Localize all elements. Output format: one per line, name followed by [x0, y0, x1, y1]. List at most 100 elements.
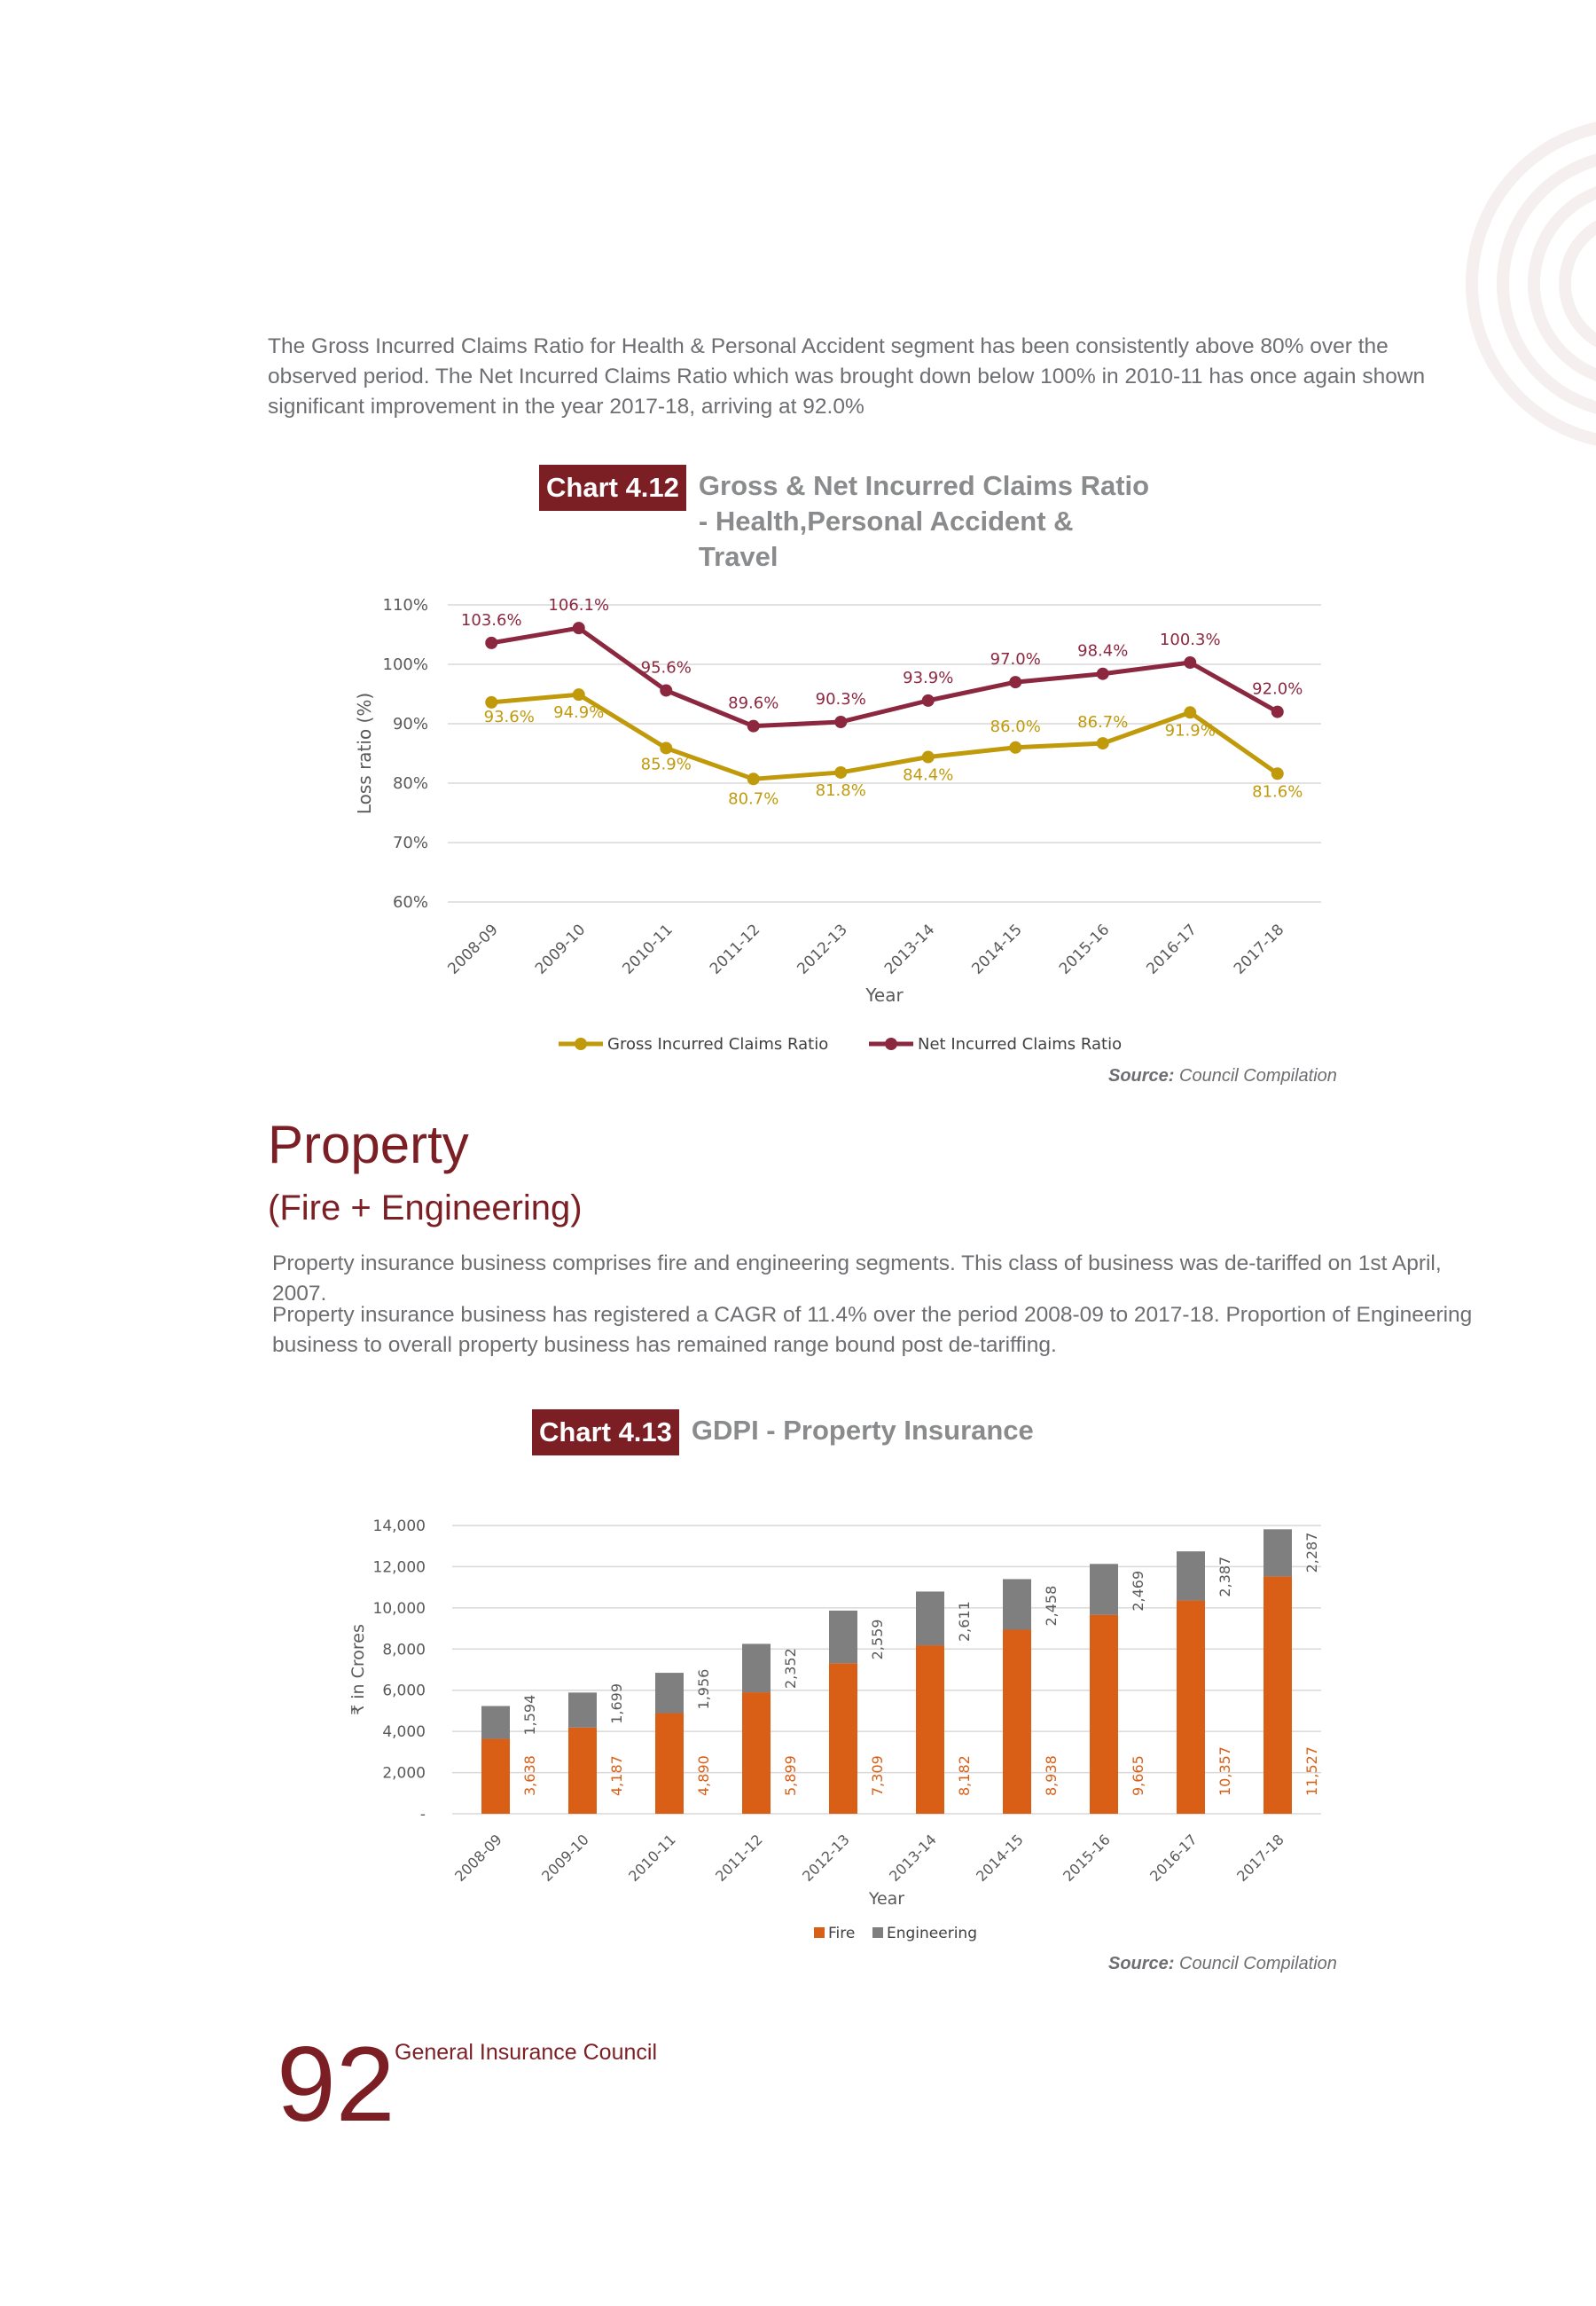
data-label-engineering: 2,559: [869, 1620, 886, 1660]
bar-engineering: [481, 1706, 510, 1739]
data-label: 92.0%: [1252, 680, 1303, 699]
data-label: 94.9%: [553, 703, 604, 722]
y-tick-label: 100%: [383, 655, 428, 674]
bar-engineering: [1003, 1579, 1031, 1630]
data-point: [921, 750, 935, 764]
x-tick-label: 2010-11: [625, 1831, 679, 1885]
chart-tag: Chart 4.12: [539, 465, 686, 511]
data-point: [1096, 667, 1109, 680]
bar-fire: [1264, 1576, 1292, 1814]
data-point: [572, 688, 585, 702]
bar-fire: [829, 1663, 857, 1814]
x-axis-label: Year: [864, 984, 904, 1006]
data-label: 90.3%: [816, 690, 866, 709]
bar-fire: [1003, 1629, 1031, 1814]
legend-label: Net Incurred Claims Ratio: [918, 1035, 1122, 1054]
source-text: Council Compilation: [1179, 1954, 1337, 1973]
data-point: [1271, 767, 1284, 780]
bar-engineering: [829, 1610, 857, 1664]
data-label: 98.4%: [1077, 642, 1128, 661]
chart-4-13-header: Chart 4.13 GDPI - Property Insurance: [532, 1409, 1034, 1455]
data-label-engineering: 1,699: [608, 1683, 625, 1724]
legend-label: Fire: [828, 1925, 855, 1942]
data-point: [485, 636, 498, 649]
property-paragraph-1: Property insurance business comprises fi…: [272, 1251, 1442, 1306]
data-label: 93.6%: [484, 708, 535, 726]
y-tick-label: 110%: [383, 596, 428, 615]
x-tick-label: 2009-10: [538, 1831, 592, 1885]
data-label-fire: 4,890: [695, 1755, 712, 1796]
y-tick-label: 90%: [393, 715, 428, 733]
source-note: Source: Council Compilation: [1108, 1954, 1337, 1974]
x-tick-label: 2010-11: [619, 921, 676, 977]
x-tick-label: 2013-14: [886, 1831, 940, 1885]
data-label-fire: 5,899: [782, 1755, 799, 1796]
data-label-fire: 9,665: [1130, 1755, 1146, 1796]
bar-fire: [481, 1738, 510, 1814]
source-text: Council Compilation: [1179, 1066, 1337, 1086]
data-label: 97.0%: [990, 650, 1041, 669]
section-subtitle: (Fire + Engineering): [268, 1188, 583, 1228]
data-point: [1009, 676, 1022, 689]
data-label-fire: 8,938: [1043, 1755, 1060, 1796]
source-note: Source: Council Compilation: [1108, 1066, 1337, 1086]
bar-fire: [568, 1727, 597, 1814]
data-label: 103.6%: [461, 611, 522, 630]
legend-marker: [885, 1038, 897, 1050]
y-tick-label: 60%: [393, 893, 428, 912]
x-tick-label: 2011-12: [712, 1831, 766, 1885]
data-label: 95.6%: [641, 658, 692, 677]
data-point: [485, 695, 498, 709]
x-tick-label: 2017-18: [1231, 921, 1287, 977]
y-tick-label: 12,000: [373, 1558, 426, 1576]
series-line: [490, 625, 1279, 729]
data-label-engineering: 2,287: [1303, 1533, 1320, 1573]
x-tick-label: 2012-13: [799, 1831, 853, 1885]
data-label: 80.7%: [728, 789, 778, 808]
data-label-engineering: 1,956: [695, 1669, 712, 1710]
data-label-fire: 4,187: [608, 1755, 625, 1796]
bar-engineering: [1177, 1551, 1205, 1601]
x-tick-label: 2016-17: [1143, 921, 1200, 977]
data-label: 91.9%: [1165, 721, 1216, 740]
data-point: [921, 694, 935, 707]
y-tick-label: 4,000: [382, 1723, 426, 1741]
source-label: Source:: [1108, 1954, 1175, 1973]
data-point: [660, 741, 673, 755]
y-tick-label: 80%: [393, 774, 428, 793]
data-label-fire: 11,527: [1303, 1746, 1320, 1796]
x-tick-label: 2008-09: [444, 921, 501, 977]
y-tick-label: 6,000: [382, 1682, 426, 1700]
section-title: Property: [268, 1115, 469, 1174]
legend-swatch: [814, 1927, 825, 1938]
bar-engineering: [742, 1643, 771, 1693]
data-label-engineering: 1,594: [521, 1695, 538, 1736]
chart-title: Gross & Net Incurred Claims Ratio - Heal…: [698, 470, 1150, 572]
x-tick-label: 2014-15: [968, 921, 1025, 977]
x-tick-label: 2012-13: [794, 921, 850, 977]
data-label: 81.8%: [816, 781, 866, 800]
data-point: [1184, 706, 1197, 719]
data-point: [834, 765, 848, 779]
chart-4-12-header: Chart 4.12 Gross & Net Incurred Claims R…: [539, 465, 1160, 575]
data-label-engineering: 2,458: [1043, 1586, 1060, 1627]
bar-fire: [655, 1713, 684, 1814]
legend-marker: [575, 1038, 587, 1050]
chart-tag: Chart 4.13: [532, 1409, 679, 1455]
property-paragraph-2: Property insurance business has register…: [272, 1303, 1473, 1357]
data-label-fire: 10,357: [1217, 1746, 1233, 1796]
data-label: 93.9%: [903, 669, 953, 687]
source-label: Source:: [1108, 1066, 1175, 1086]
y-tick-label: 10,000: [373, 1600, 426, 1618]
bar-engineering: [916, 1591, 944, 1646]
data-label: 86.7%: [1077, 713, 1128, 732]
x-tick-label: 2011-12: [707, 921, 763, 977]
decorative-arcs: [1466, 122, 1596, 446]
data-point: [747, 719, 760, 733]
x-tick-label: 2015-16: [1056, 921, 1113, 977]
x-tick-label: 2013-14: [881, 921, 938, 977]
page-number: 92: [277, 2025, 395, 2144]
data-point: [1271, 705, 1284, 718]
data-label: 89.6%: [728, 694, 778, 713]
data-point: [1096, 737, 1109, 750]
